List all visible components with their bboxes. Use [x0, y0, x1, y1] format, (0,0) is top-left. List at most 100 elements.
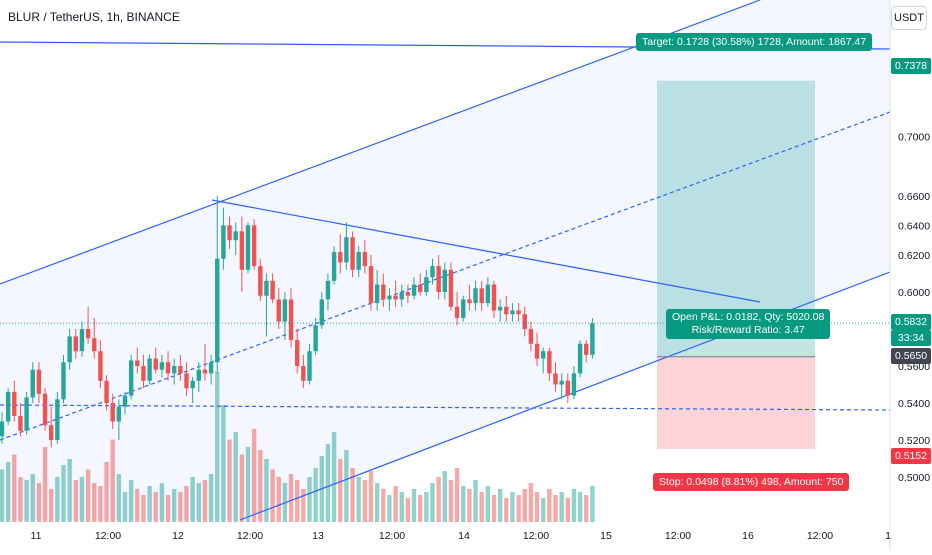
volume-bar [424, 492, 429, 522]
volume-bar [584, 495, 589, 522]
pnl-text: Open P&L: 0.0182, Qty: 5020.08 [672, 311, 825, 323]
time-tick-label: 16 [742, 530, 754, 542]
volume-bar [276, 477, 281, 522]
candle [461, 295, 466, 322]
volume-bar [399, 492, 404, 522]
volume-bar [565, 498, 570, 522]
volume-bar [258, 450, 263, 522]
candle [571, 366, 577, 400]
volume-bar [528, 483, 534, 522]
candle [221, 207, 226, 270]
time-tick-label: 12:00 [523, 530, 549, 542]
candle [227, 216, 232, 250]
price-tick-label: 0.6400 [898, 220, 930, 232]
candle [30, 362, 35, 403]
time-tick-label: 13 [312, 530, 324, 542]
volume-bar [467, 489, 472, 522]
time-axis[interactable]: 11 12:00 12 12:00 13 12:00 14 12:00 15 12:00 16 12:… [31, 530, 892, 542]
candle [491, 280, 497, 318]
candle [325, 273, 331, 311]
volume-bar [454, 468, 460, 522]
candle [577, 340, 583, 378]
volume-bar [497, 489, 503, 522]
candle [202, 343, 208, 381]
channel-fill [0, 0, 890, 520]
time-tick-label: 12:00 [95, 530, 121, 542]
volume-bar [184, 486, 189, 522]
candle [497, 299, 503, 322]
volume-bar [430, 483, 435, 522]
candle [516, 303, 521, 322]
volume-bar [295, 480, 300, 522]
descending-trend-line[interactable] [211, 199, 761, 303]
volume-bar [49, 489, 54, 522]
candles [0, 195, 595, 448]
volume-bar [362, 480, 368, 522]
candle [368, 255, 374, 311]
candle [565, 373, 570, 403]
stop-label: Stop: 0.0498 (8.81%) 498, Amount: 750 [653, 473, 850, 491]
volume-bar [5, 462, 11, 522]
volume-bar [547, 489, 552, 522]
volume-bar [92, 483, 97, 522]
candle [584, 340, 589, 363]
volume-bar [233, 432, 238, 522]
candle [165, 351, 171, 381]
candle [135, 347, 140, 374]
volume-bar [264, 459, 269, 522]
candle [5, 388, 11, 426]
price-tick-label: 0.5200 [898, 435, 930, 447]
volume-bar [436, 477, 441, 522]
volume-bar [104, 462, 109, 522]
volume-bar [516, 495, 521, 522]
volume-bar [24, 480, 29, 522]
candle [159, 354, 165, 378]
candle [0, 412, 5, 444]
candle [153, 347, 158, 374]
time-tick-label: 12:00 [665, 530, 691, 542]
volume-bar [504, 498, 509, 522]
countdown-box: 33:34 [891, 330, 931, 346]
candle [98, 340, 103, 389]
volume-bar [141, 495, 146, 522]
volume-bar [411, 489, 417, 522]
time-tick-label: 12:00 [237, 530, 263, 542]
volume-bar [165, 495, 171, 522]
channel-upper-line[interactable] [0, 0, 761, 285]
candle [522, 306, 527, 337]
candle [245, 222, 251, 274]
volume-bar [221, 405, 226, 522]
candle [399, 284, 404, 307]
volume-bar [196, 483, 201, 522]
candle [215, 195, 220, 374]
volume-bar [559, 492, 564, 522]
candle [590, 317, 595, 359]
candle [350, 231, 355, 278]
candle [393, 280, 398, 307]
volume-bar [227, 439, 232, 522]
candle [24, 391, 29, 435]
candle [381, 273, 386, 307]
candle [190, 377, 195, 403]
price-axis[interactable]: 0.50000.52000.54000.56000.58000.60000.62… [898, 132, 930, 484]
volume-bar [307, 477, 312, 522]
currency-button[interactable]: USDT [891, 6, 927, 30]
price-tick-label: 0.6000 [898, 287, 930, 299]
volume-bar [67, 459, 72, 522]
candle [356, 246, 361, 278]
volume-bar [270, 469, 275, 522]
support-dashed-line[interactable] [0, 404, 891, 411]
volume-bars [0, 372, 595, 522]
candle [92, 317, 97, 359]
volume-bar [479, 492, 484, 522]
candle [467, 284, 472, 311]
candle [362, 240, 368, 274]
volume-bar [350, 468, 355, 522]
time-tick-label: 14 [458, 530, 470, 542]
candle [42, 388, 48, 431]
volume-bar [178, 492, 183, 522]
volume-bar [448, 480, 454, 522]
volume-bar [485, 486, 491, 522]
